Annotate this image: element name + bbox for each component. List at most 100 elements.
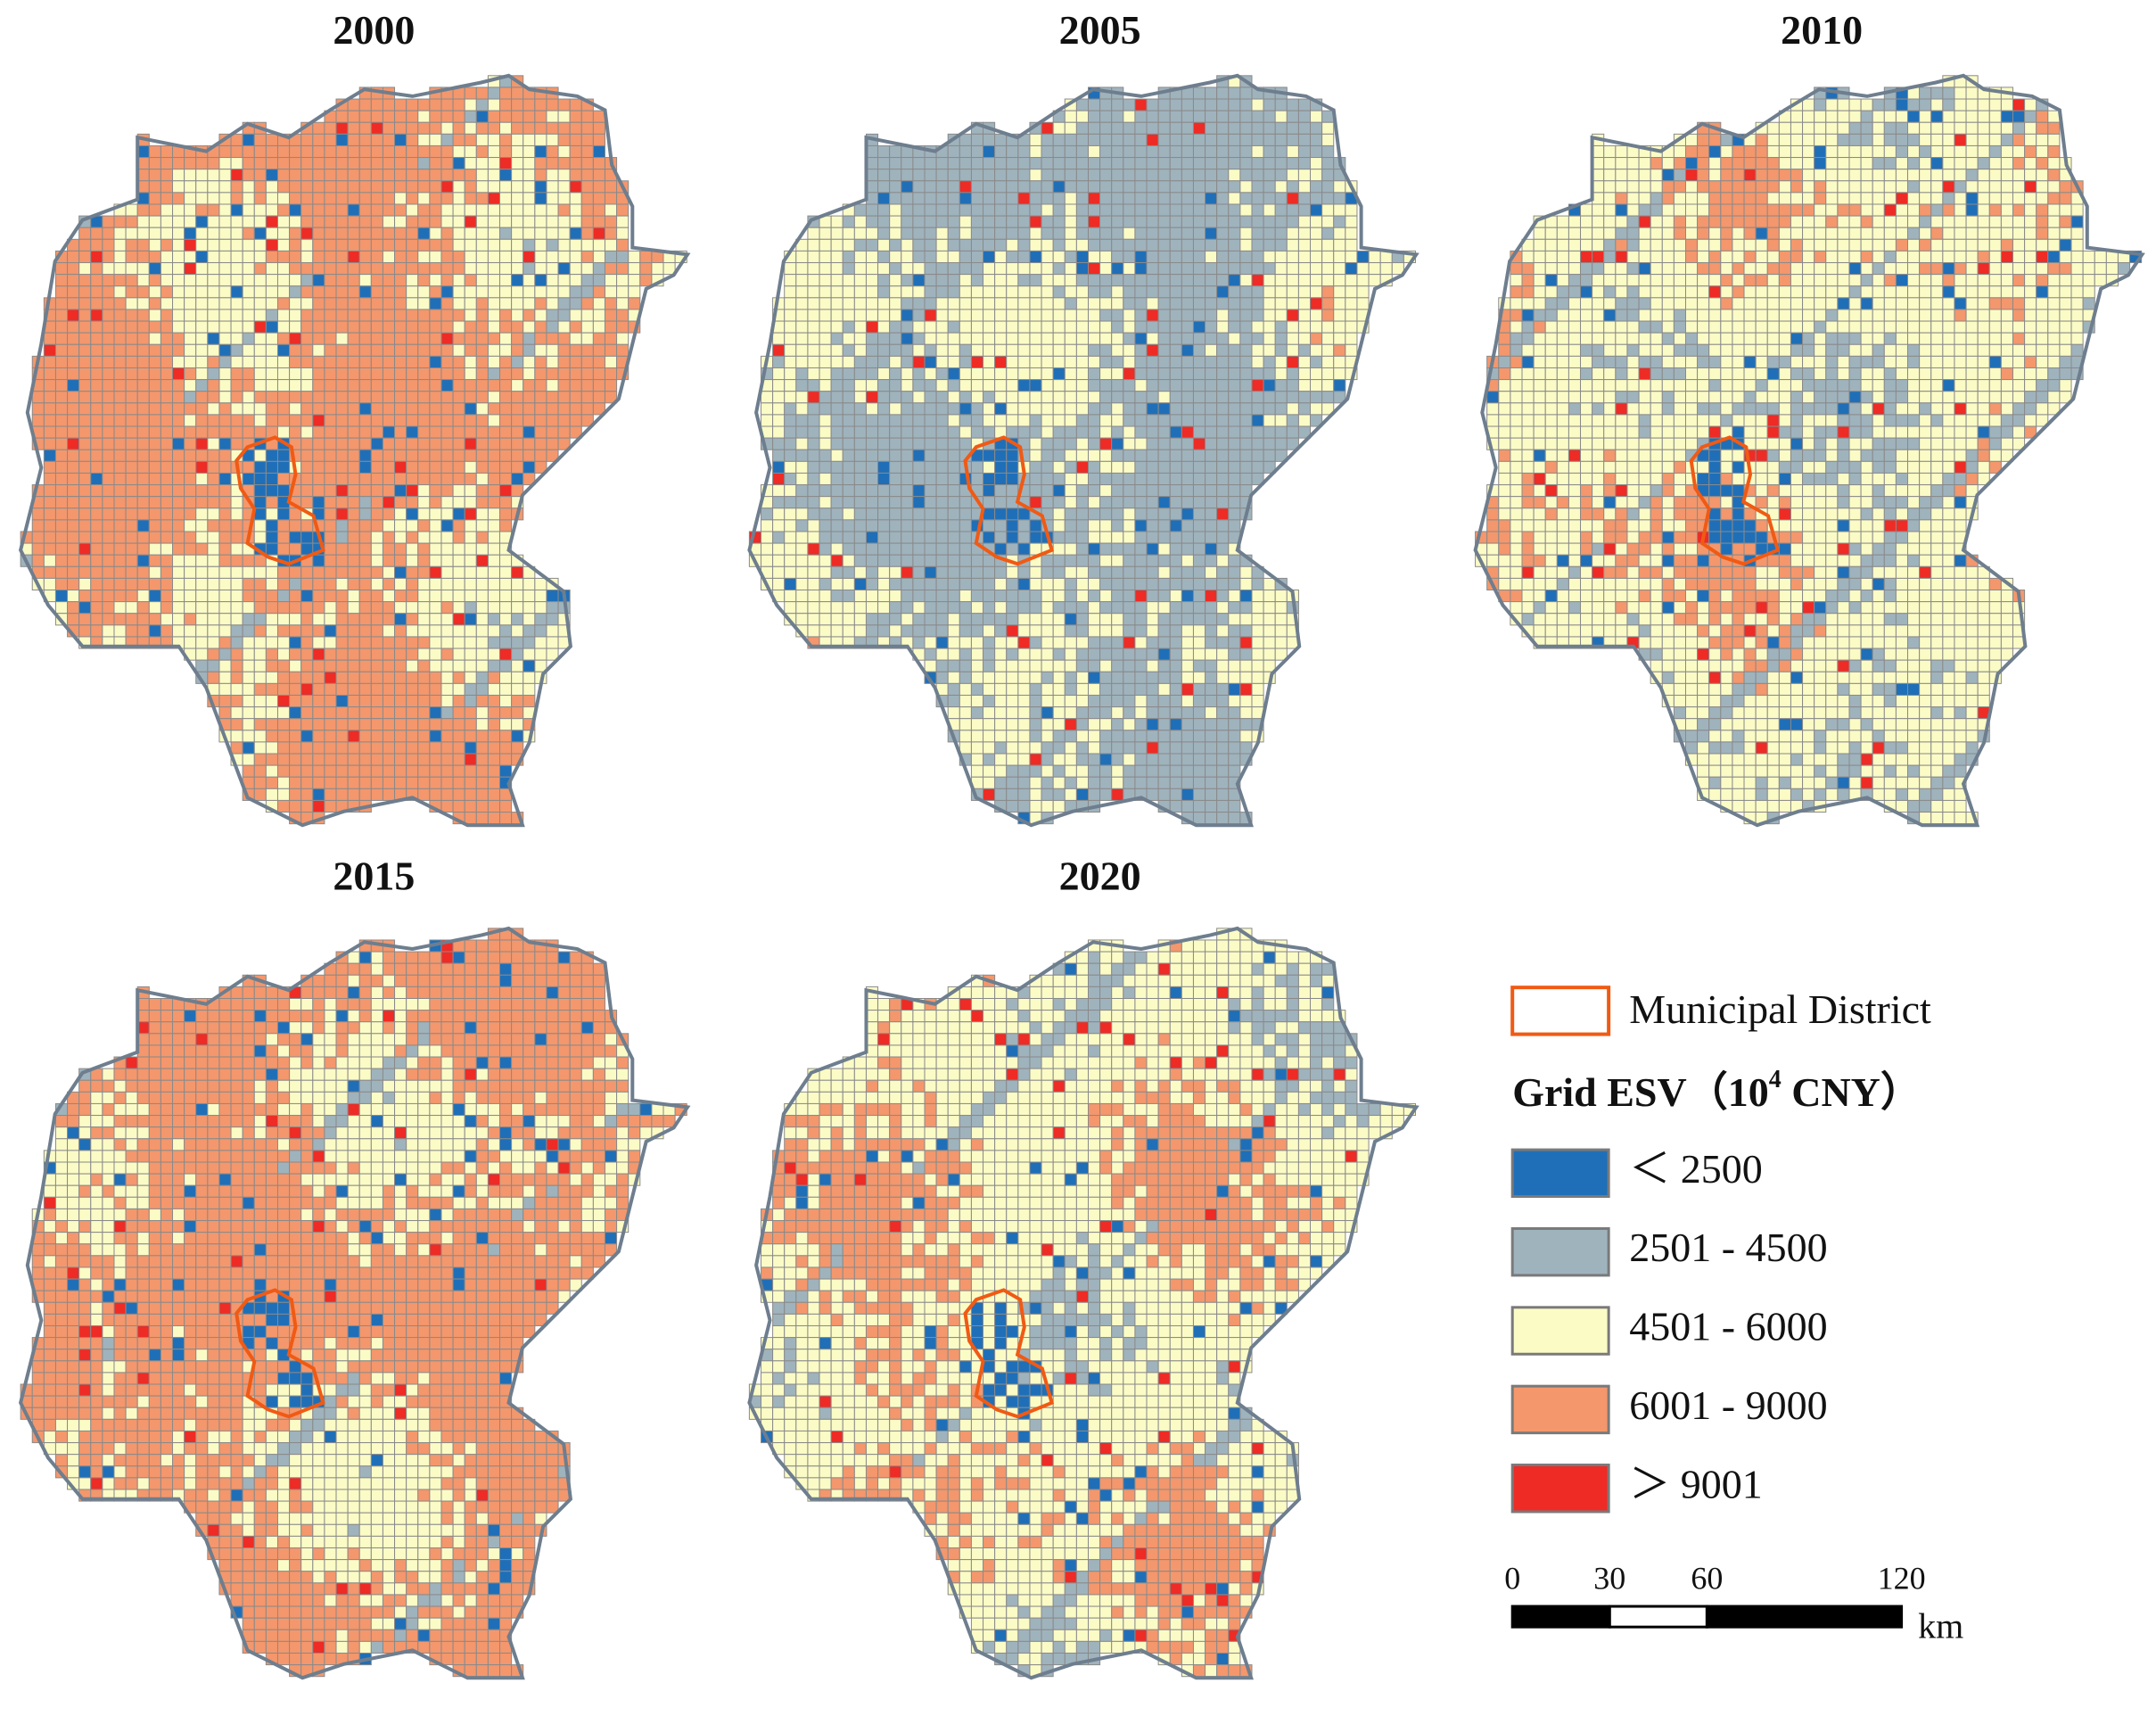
grid-cell bbox=[1263, 414, 1276, 427]
grid-cell bbox=[429, 274, 442, 287]
grid-cell bbox=[1029, 788, 1042, 801]
grid-cell bbox=[1146, 437, 1159, 450]
grid-cell bbox=[429, 718, 442, 731]
grid-cell bbox=[1029, 203, 1042, 217]
grid-cell bbox=[1286, 169, 1299, 182]
grid-cell bbox=[1157, 169, 1171, 182]
grid-cell bbox=[1123, 624, 1136, 638]
grid-cell bbox=[440, 391, 454, 404]
grid-cell bbox=[1239, 309, 1253, 322]
grid-cell bbox=[877, 590, 891, 603]
grid-cell bbox=[312, 391, 325, 404]
grid-cell bbox=[819, 449, 832, 462]
grid-cell bbox=[1321, 121, 1335, 135]
grid-cell bbox=[580, 238, 594, 252]
grid-cell bbox=[218, 285, 232, 299]
grid-cell bbox=[983, 554, 996, 567]
grid-cell bbox=[959, 671, 972, 684]
grid-cell bbox=[546, 203, 559, 217]
grid-cell bbox=[1017, 391, 1031, 404]
grid-cell bbox=[1205, 449, 1218, 462]
grid-cell bbox=[1239, 87, 1253, 100]
grid-cell bbox=[1052, 379, 1066, 392]
grid-cell bbox=[90, 262, 103, 276]
grid-cell bbox=[1017, 215, 1031, 228]
grid-cell bbox=[1134, 157, 1148, 170]
grid-cell bbox=[1169, 133, 1182, 146]
grid-cell bbox=[534, 590, 547, 603]
grid-cell bbox=[1274, 157, 1288, 170]
grid-cell bbox=[242, 157, 255, 170]
grid-cell bbox=[534, 601, 547, 615]
grid-cell bbox=[1239, 379, 1253, 392]
grid-cell bbox=[1169, 624, 1182, 638]
grid-cell bbox=[265, 332, 278, 345]
grid-cell bbox=[370, 636, 383, 649]
grid-cell bbox=[358, 764, 372, 778]
grid-cell bbox=[1146, 659, 1159, 672]
grid-cell bbox=[324, 343, 337, 357]
grid-cell bbox=[1181, 565, 1194, 579]
grid-cell bbox=[580, 320, 594, 334]
grid-cell bbox=[970, 320, 984, 334]
grid-cell bbox=[487, 764, 501, 778]
grid-cell bbox=[242, 309, 255, 322]
grid-cell bbox=[924, 437, 937, 450]
grid-cell bbox=[1192, 367, 1206, 381]
grid-cell bbox=[382, 285, 396, 299]
grid-cell bbox=[865, 613, 879, 626]
grid-cell bbox=[1134, 320, 1148, 334]
grid-cell bbox=[511, 682, 524, 696]
grid-cell bbox=[1087, 437, 1101, 450]
grid-cell bbox=[440, 309, 454, 322]
grid-cell bbox=[523, 332, 536, 345]
grid-cell bbox=[452, 332, 465, 345]
grid-cell bbox=[370, 227, 383, 240]
grid-cell bbox=[1006, 659, 1019, 672]
grid-cell bbox=[148, 379, 161, 392]
grid-cell bbox=[1146, 753, 1159, 766]
grid-cell bbox=[242, 730, 255, 743]
grid-cell bbox=[1297, 227, 1312, 240]
grid-cell bbox=[382, 730, 396, 743]
grid-cell bbox=[1181, 776, 1194, 789]
grid-cell bbox=[959, 402, 972, 416]
grid-cell bbox=[1169, 542, 1182, 556]
grid-cell bbox=[1321, 250, 1335, 264]
grid-cell bbox=[983, 332, 996, 345]
grid-cell bbox=[324, 741, 337, 755]
grid-cell bbox=[312, 484, 325, 498]
grid-cell bbox=[440, 262, 454, 276]
grid-cell bbox=[1006, 542, 1019, 556]
grid-cell bbox=[1192, 613, 1206, 626]
grid-cell bbox=[819, 624, 832, 638]
grid-cell bbox=[230, 414, 243, 427]
grid-cell bbox=[312, 285, 325, 299]
grid-cell bbox=[830, 577, 843, 591]
grid-cell bbox=[54, 519, 69, 532]
grid-cell bbox=[475, 531, 489, 544]
grid-cell bbox=[1006, 613, 1019, 626]
grid-cell bbox=[1123, 343, 1136, 357]
grid-cell bbox=[475, 169, 489, 182]
grid-cell bbox=[370, 788, 383, 801]
grid-cell bbox=[1099, 414, 1113, 427]
grid-cell bbox=[1064, 577, 1077, 591]
grid-cell bbox=[889, 144, 902, 159]
grid-cell bbox=[230, 730, 243, 743]
grid-cell bbox=[1064, 730, 1077, 743]
grid-cell bbox=[289, 192, 302, 205]
grid-cell bbox=[1099, 671, 1113, 684]
grid-cell bbox=[184, 203, 197, 217]
grid-cell bbox=[276, 706, 291, 720]
grid-cell bbox=[300, 343, 314, 357]
grid-cell bbox=[1006, 297, 1019, 310]
grid-cell bbox=[1017, 262, 1031, 276]
grid-cell bbox=[43, 531, 56, 544]
grid-cell bbox=[54, 414, 69, 427]
grid-cell bbox=[78, 542, 92, 556]
grid-cell bbox=[1064, 531, 1077, 544]
grid-cell bbox=[947, 694, 960, 708]
grid-cell bbox=[2024, 98, 2037, 111]
grid-cell bbox=[1297, 402, 1312, 416]
